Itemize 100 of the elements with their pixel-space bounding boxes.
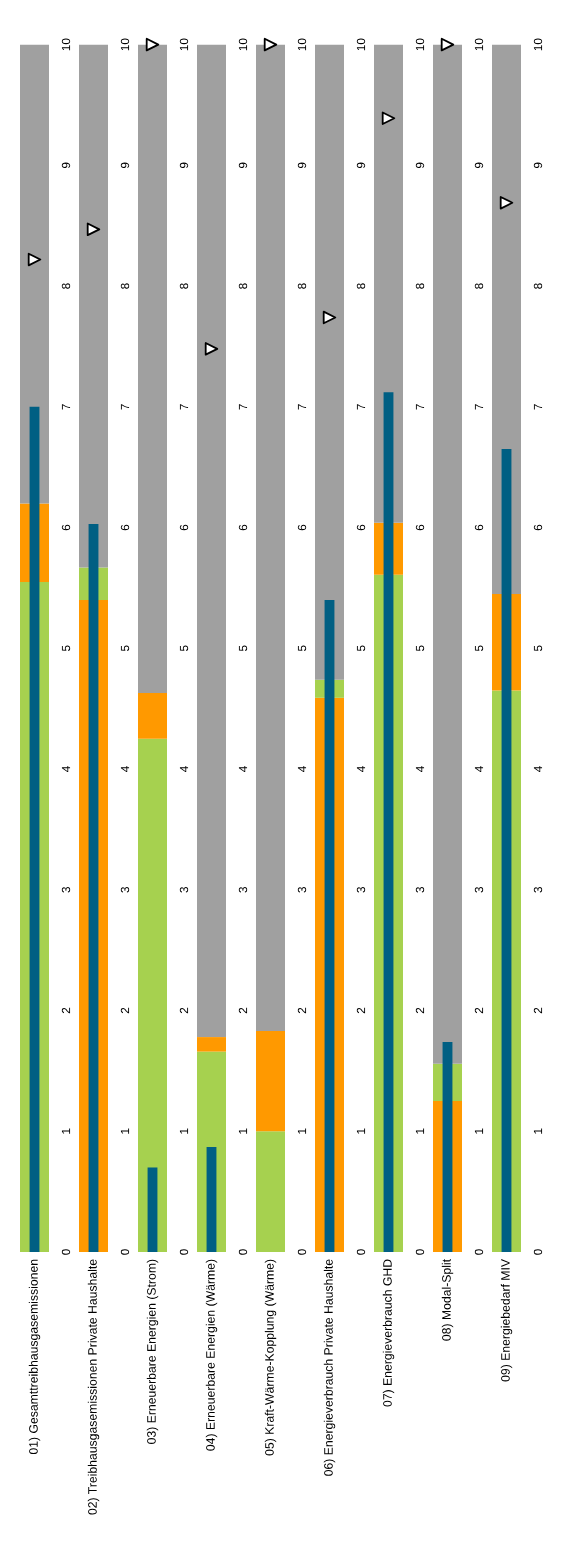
y-tick-label: 6 — [356, 524, 366, 531]
y-tick-label: 9 — [179, 162, 189, 169]
y-tick-label: 2 — [297, 1007, 307, 1014]
y-tick-label: 4 — [297, 766, 307, 773]
y-tick-label: 9 — [415, 162, 425, 169]
y-tick-label: 0 — [415, 1249, 425, 1255]
y-tick-label: 5 — [238, 645, 248, 652]
x-tick-label: 07) Energieverbrauch GHD — [382, 1259, 395, 1407]
y-tick-label: 2 — [415, 1007, 425, 1014]
y-tick-label: 4 — [533, 766, 543, 773]
y-tick-label: 7 — [179, 404, 189, 410]
y-tick-label: 3 — [120, 887, 130, 893]
y-tick-label: 0 — [179, 1249, 189, 1255]
x-tick-label: 09) Energiebedarf MIV — [500, 1258, 513, 1382]
y-tick-label: 5 — [120, 645, 130, 652]
y-tick-label: 4 — [120, 766, 130, 773]
y-tick-label: 8 — [120, 283, 130, 289]
x-tick-label: 02) Treibhausgasemissionen Private Haushalte — [87, 1259, 100, 1515]
y-tick-label: 4 — [61, 766, 71, 773]
y-tick-label: 4 — [356, 766, 366, 773]
y-tick-label: 7 — [356, 404, 366, 410]
y-tick-label: 7 — [415, 404, 425, 410]
x-tick-label: 08) Modal-Split — [441, 1259, 454, 1341]
y-tick-label: 10 — [61, 38, 71, 51]
y-tick-label: 6 — [474, 524, 484, 531]
y-tick-label: 5 — [415, 645, 425, 652]
y-tick-label: 7 — [120, 404, 130, 410]
y-tick-label: 1 — [61, 1128, 71, 1134]
y-tick-label: 7 — [533, 404, 543, 410]
y-tick-label: 7 — [474, 404, 484, 410]
y-tick-label: 5 — [61, 645, 71, 652]
y-tick-label: 8 — [356, 283, 366, 289]
x-tick-label: 03) Erneuerbare Energien (Strom) — [146, 1259, 159, 1444]
y-tick-label: 9 — [474, 162, 484, 169]
y-tick-label: 4 — [474, 766, 484, 773]
y-tick-label: 0 — [120, 1249, 130, 1255]
y-tick-label: 10 — [297, 38, 307, 51]
y-tick-label: 4 — [179, 766, 189, 773]
y-tick-label: 1 — [238, 1128, 248, 1134]
y-tick-label: 2 — [120, 1007, 130, 1014]
y-tick-label: 6 — [533, 524, 543, 531]
y-tick-label: 2 — [356, 1007, 366, 1014]
y-tick-label: 1 — [474, 1128, 484, 1134]
y-tick-label: 4 — [238, 766, 248, 773]
y-tick-label: 3 — [533, 887, 543, 893]
y-tick-label: 6 — [415, 524, 425, 531]
y-tick-label: 1 — [415, 1128, 425, 1134]
y-tick-label: 0 — [238, 1249, 248, 1255]
y-tick-label: 3 — [179, 887, 189, 893]
y-tick-label: 8 — [474, 283, 484, 289]
y-tick-label: 9 — [356, 162, 366, 169]
y-tick-label: 9 — [61, 162, 71, 169]
y-tick-label: 10 — [120, 38, 130, 51]
y-tick-label: 8 — [179, 283, 189, 289]
y-tick-label: 10 — [474, 38, 484, 51]
y-tick-label: 6 — [297, 524, 307, 531]
x-tick-label: 04) Erneuerbare Energien (Wärme) — [205, 1259, 218, 1451]
y-tick-label: 3 — [238, 887, 248, 893]
y-tick-label: 10 — [533, 38, 543, 51]
y-tick-label: 6 — [238, 524, 248, 531]
y-tick-label: 6 — [120, 524, 130, 531]
y-tick-label: 5 — [179, 645, 189, 652]
y-tick-label: 8 — [238, 283, 248, 289]
y-tick-label: 8 — [297, 283, 307, 289]
y-tick-label: 0 — [297, 1249, 307, 1255]
y-tick-label: 9 — [297, 162, 307, 169]
y-tick-label: 1 — [356, 1128, 366, 1134]
y-tick-label: 3 — [297, 887, 307, 893]
y-tick-label: 9 — [533, 162, 543, 169]
y-tick-label: 8 — [533, 283, 543, 289]
y-tick-label: 2 — [179, 1007, 189, 1014]
y-tick-label: 9 — [238, 162, 248, 169]
y-tick-label: 0 — [533, 1249, 543, 1255]
y-tick-label: 0 — [356, 1249, 366, 1255]
y-tick-label: 9 — [120, 162, 130, 169]
y-tick-label: 8 — [415, 283, 425, 289]
y-tick-label: 3 — [61, 887, 71, 893]
y-tick-label: 1 — [179, 1128, 189, 1134]
y-tick-label: 2 — [61, 1007, 71, 1014]
y-tick-label: 6 — [179, 524, 189, 531]
y-tick-label: 4 — [415, 766, 425, 773]
y-tick-label: 5 — [533, 645, 543, 652]
y-tick-label: 10 — [179, 38, 189, 51]
y-tick-label: 3 — [356, 887, 366, 893]
y-tick-label: 10 — [356, 38, 366, 51]
x-tick-label: 06) Energieverbrauch Private Haushalte — [323, 1259, 336, 1476]
y-tick-label: 7 — [297, 404, 307, 410]
y-tick-label: 0 — [474, 1249, 484, 1255]
y-tick-label: 7 — [238, 404, 248, 410]
y-tick-label: 5 — [297, 645, 307, 652]
y-tick-label: 1 — [533, 1128, 543, 1134]
x-tick-label: 01) Gesamttreibhausgasemissionen — [28, 1259, 41, 1455]
x-tick-label: 05) Kraft-Wärme-Kopplung (Wärme) — [264, 1259, 277, 1456]
y-tick-label: 10 — [415, 38, 425, 51]
y-tick-label: 2 — [474, 1007, 484, 1014]
y-tick-label: 8 — [61, 283, 71, 289]
y-tick-label: 1 — [120, 1128, 130, 1134]
y-tick-label: 1 — [297, 1128, 307, 1134]
y-tick-label: 10 — [238, 38, 248, 51]
y-tick-label: 2 — [533, 1007, 543, 1014]
